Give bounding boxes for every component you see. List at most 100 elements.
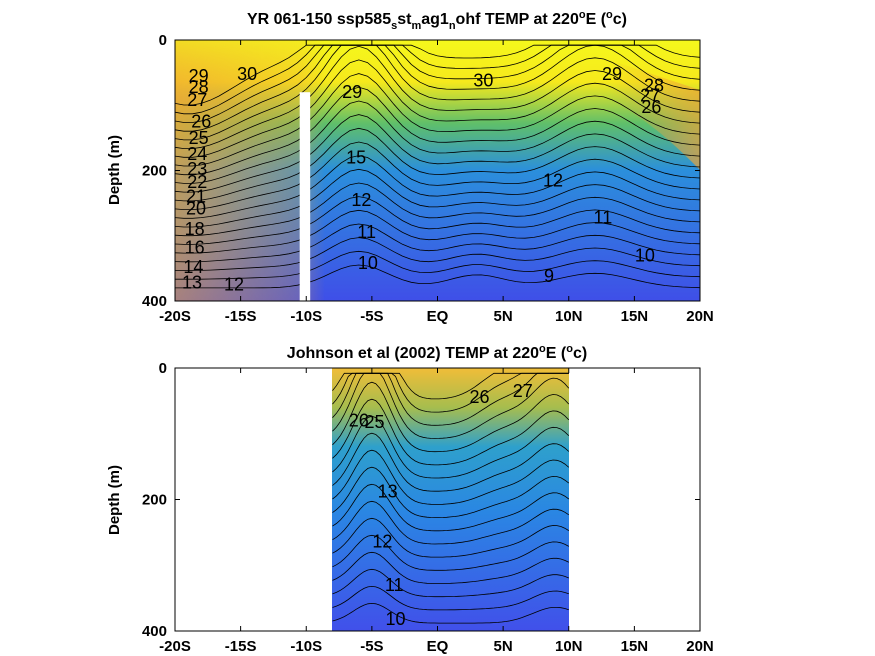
contour-label: 28 bbox=[189, 77, 209, 97]
contour-label: 22 bbox=[187, 172, 207, 192]
field-bottom bbox=[332, 368, 569, 631]
x-tick-label: -15S bbox=[225, 638, 257, 655]
x-tick-label: -5S bbox=[360, 308, 383, 325]
contour-line-21 bbox=[332, 415, 569, 479]
contour-line-14 bbox=[175, 196, 700, 245]
y-tick-label: 0 bbox=[159, 32, 167, 49]
y-tick-label: 400 bbox=[142, 623, 167, 640]
axis-ticks-top: -20S -15S -10S -5S EQ 5N 10N 15N 20N 0 200 400 bbox=[142, 32, 714, 325]
contour-label: 16 bbox=[185, 237, 205, 257]
contour-line-11 bbox=[175, 237, 700, 271]
contour-label: 27 bbox=[640, 85, 660, 105]
x-tick-label: -20S bbox=[159, 638, 191, 655]
contour-label: 26 bbox=[641, 97, 661, 117]
temperature-field bbox=[332, 368, 569, 631]
y-axis-label-bottom: Depth (m) bbox=[106, 465, 123, 535]
y-tick-label: 0 bbox=[159, 360, 167, 377]
x-tick-label: 10N bbox=[555, 308, 583, 325]
x-tick-label: 20N bbox=[686, 308, 714, 325]
contour-line-13 bbox=[175, 209, 700, 254]
contour-label: 27 bbox=[513, 381, 533, 401]
contour-line-17 bbox=[175, 155, 700, 219]
field-top bbox=[175, 40, 700, 301]
chart-title-bottom: Johnson et al (2002) TEMP at 220oE (oc) bbox=[287, 343, 587, 362]
contour-label: 12 bbox=[224, 275, 244, 295]
contour-line-18 bbox=[175, 141, 700, 210]
contour-label: 14 bbox=[183, 257, 203, 277]
x-tick-label: -15S bbox=[225, 308, 257, 325]
contour-label: 26 bbox=[191, 112, 211, 132]
contour-line-20 bbox=[332, 432, 569, 492]
x-tick-label: -10S bbox=[290, 308, 322, 325]
contour-line-15 bbox=[175, 182, 700, 237]
contour-label: 30 bbox=[473, 70, 493, 90]
chart-title-top: YR 061-150 ssp585sstmag1nohf TEMP at 220… bbox=[247, 9, 627, 32]
contour-label: 13 bbox=[378, 482, 398, 502]
contour-label: 9 bbox=[544, 266, 554, 286]
x-tick-label: 15N bbox=[621, 308, 649, 325]
contour-label: 10 bbox=[385, 609, 405, 629]
contour-label: 29 bbox=[342, 82, 362, 102]
contour-line-12 bbox=[175, 223, 700, 263]
contour-label: 30 bbox=[237, 64, 257, 84]
contour-line-24 bbox=[175, 59, 700, 158]
contour-label: 25 bbox=[189, 128, 209, 148]
contour-label: 26 bbox=[349, 411, 369, 431]
x-tick-label: EQ bbox=[427, 638, 449, 655]
contour-label: 13 bbox=[182, 273, 202, 293]
y-tick-label: 200 bbox=[142, 492, 167, 509]
contour-label: 29 bbox=[602, 64, 622, 84]
contour-label: 28 bbox=[644, 76, 664, 96]
y-tick-label: 400 bbox=[142, 293, 167, 310]
contour-label: 21 bbox=[186, 187, 206, 207]
contour-line-30 bbox=[175, 44, 700, 106]
panel-bottom: Johnson et al (2002) TEMP at 220oE (oc) … bbox=[106, 343, 714, 655]
axis-ticks-bottom: -20S -15S -10S -5S EQ 5N 10N 15N 20N 0 200 400 bbox=[142, 360, 714, 655]
contours-bottom bbox=[332, 372, 569, 624]
panel-top: YR 061-150 ssp585sstmag1nohf TEMP at 220… bbox=[106, 9, 714, 325]
x-tick-label: -5S bbox=[360, 638, 383, 655]
masked-column bbox=[299, 92, 311, 301]
contour-line-23 bbox=[175, 73, 700, 167]
y-axis-label-top: Depth (m) bbox=[106, 135, 123, 205]
x-tick-label: 10N bbox=[555, 638, 583, 655]
contour-label: 10 bbox=[358, 253, 378, 273]
x-tick-label: -20S bbox=[159, 308, 191, 325]
contours-top bbox=[175, 44, 700, 289]
contour-label: 23 bbox=[187, 159, 207, 179]
y-tick-label: 200 bbox=[142, 163, 167, 180]
contour-line-20 bbox=[175, 114, 700, 193]
contour-line-10 bbox=[332, 602, 569, 624]
contour-line-15 bbox=[332, 517, 569, 558]
contour-line-16 bbox=[332, 500, 569, 545]
contour-label: 12 bbox=[372, 532, 392, 552]
contour-line-25 bbox=[175, 45, 700, 149]
contour-label: 11 bbox=[385, 575, 404, 595]
contour-line-12 bbox=[332, 568, 569, 598]
contour-label: 10 bbox=[635, 245, 655, 265]
contour-line-11 bbox=[332, 585, 569, 611]
contour-line-10 bbox=[175, 250, 700, 280]
x-tick-label: 5N bbox=[494, 638, 513, 655]
contour-line-21 bbox=[175, 100, 700, 184]
contour-label: 27 bbox=[187, 90, 207, 110]
contour-line-9 bbox=[175, 264, 700, 289]
contour-line-19 bbox=[332, 449, 569, 505]
contour-label: 18 bbox=[185, 219, 205, 239]
contour-line-14 bbox=[332, 534, 569, 571]
contour-line-13 bbox=[332, 551, 569, 584]
contour-line-27 bbox=[175, 44, 700, 132]
x-tick-label: 20N bbox=[686, 638, 714, 655]
contour-label: 12 bbox=[543, 170, 563, 190]
contour-line-16 bbox=[175, 168, 700, 228]
contour-label: 26 bbox=[469, 387, 489, 407]
x-tick-label: 5N bbox=[494, 308, 513, 325]
x-tick-label: EQ bbox=[427, 308, 449, 325]
contour-label: 25 bbox=[364, 412, 384, 432]
contour-label: 11 bbox=[357, 222, 376, 242]
contour-line-22 bbox=[175, 86, 700, 176]
contour-line-23 bbox=[332, 381, 569, 453]
